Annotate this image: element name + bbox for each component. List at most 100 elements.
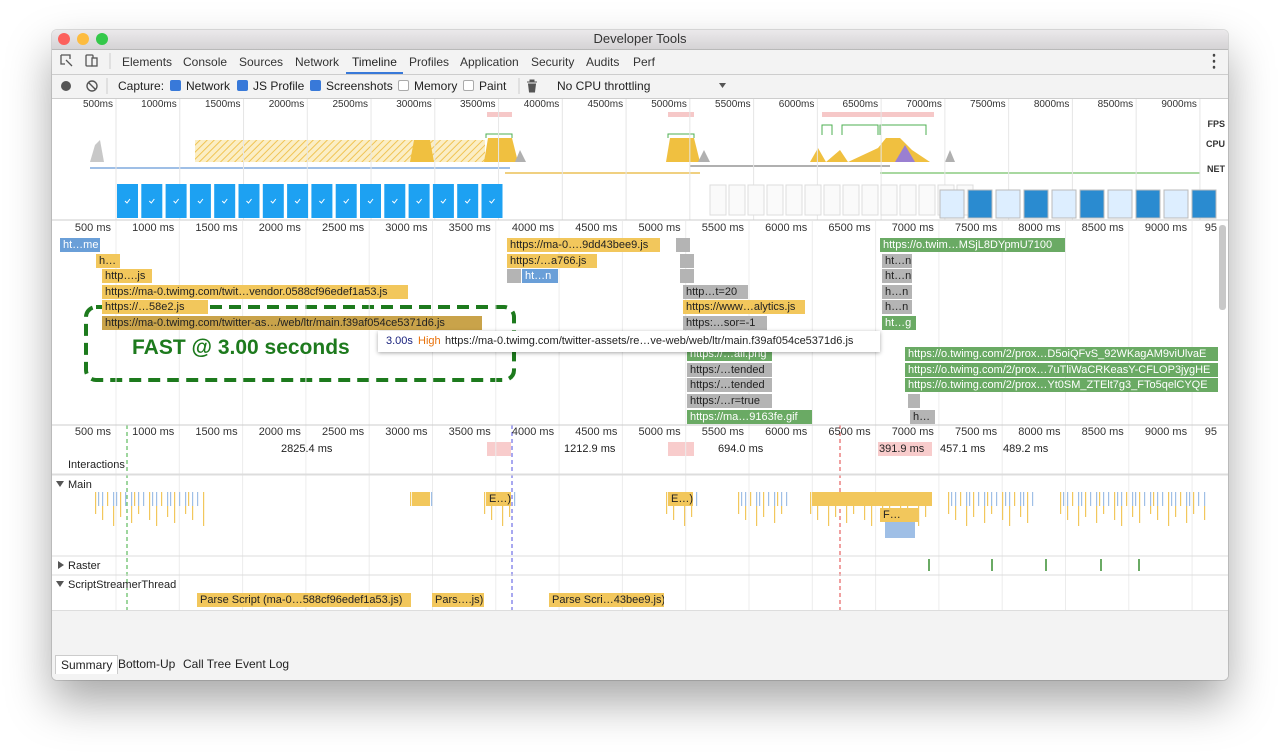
screenshot-thumb [709,184,727,216]
activity-tick [1103,506,1105,514]
request-bar[interactable]: https://ma-0….9dd43bee9.js [507,238,660,252]
request-bar[interactable]: https://ma…9163fe.gif [687,409,812,424]
expand-arrow[interactable] [56,581,64,587]
checkbox[interactable] [463,80,474,91]
track-name[interactable]: Main [68,479,92,491]
thread-block[interactable]: Pars….js) [432,593,484,607]
net-line [690,165,890,167]
expand-arrow[interactable] [58,561,64,569]
interactions-label: Interactions [68,459,125,471]
ruler-tick-label: 7000 ms [891,426,934,438]
activity-tick [1135,492,1137,506]
tab[interactable]: Sources [239,55,284,69]
checkbox-label[interactable]: Memory [414,79,458,93]
request-bar[interactable]: ht…g [882,316,916,330]
checkbox[interactable] [237,80,248,91]
thread-block[interactable]: Parse Scri…43bee9.js) [549,593,664,607]
activity-tick [738,506,740,514]
scrollbar[interactable] [1219,225,1226,310]
request-bar[interactable]: https:/…r=true [687,394,772,408]
interaction-block [487,442,511,456]
zoom-button[interactable] [96,33,108,45]
activity-tick [1063,492,1065,506]
request-bar[interactable]: https:/…tended [687,362,772,377]
request-bar[interactable]: https://…58e2.js [102,300,208,315]
checkbox-label[interactable]: Network [186,79,231,93]
request-bar[interactable]: h… [96,253,120,268]
activity-tick [987,492,989,506]
checkbox-label[interactable]: JS Profile [253,79,305,93]
request-bar[interactable]: https:…sor=-1 [683,316,767,330]
request-bar[interactable]: https://ma-0.twimg.com/twit…vendor.0588c… [102,284,408,299]
interaction-duration: 694.0 ms [718,443,764,455]
request-bar[interactable]: https://o.twim…MSjL8DYpmU7100 [880,238,1065,252]
request-bar[interactable]: https:/…a766.js [507,253,597,268]
dropdown-arrow[interactable] [719,83,726,88]
screenshot-thumb [1191,189,1217,219]
request-bar[interactable]: https://www…alytics.js [683,300,805,315]
tab[interactable]: Profiles [409,55,450,69]
request-bar[interactable]: ht…n [882,269,912,284]
activity-tick [756,506,758,526]
request-bar[interactable]: h…n [882,300,912,315]
request-bar[interactable]: ht…me [60,238,100,252]
request-bar[interactable]: https://o.twimg.com/2/prox…D5oiQFvS_92WK… [905,347,1218,362]
device-icon-2 [91,57,98,67]
request-bar[interactable]: ht…n [882,253,912,268]
request-bar[interactable]: http….js [102,269,152,284]
tab[interactable]: Audits [586,55,620,69]
bottom-tab[interactable]: Call Tree [183,657,232,671]
bottom-tab[interactable]: Bottom-Up [118,657,176,671]
ruler-tick-label: 2000 ms [258,222,301,234]
tab[interactable]: Console [183,55,228,69]
track-name[interactable]: ScriptStreamerThread [68,579,177,591]
overview-tick-label: 8500ms [1097,99,1134,110]
expand-arrow[interactable] [56,481,64,487]
activity-tick [925,506,927,517]
request-bar[interactable]: https://o.twimg.com/2/prox…7uTliWaCRKeas… [905,362,1218,377]
request-bar[interactable]: ht…n [522,269,558,284]
checkbox-label[interactable]: Screenshots [326,79,393,93]
overview-tick-label: 7000ms [906,99,942,110]
activity-tick [1078,506,1080,526]
bottom-tab[interactable]: Summary [55,655,119,674]
checkbox[interactable] [398,80,409,91]
request-bar[interactable]: https://ma-0.twimg.com/twitter-as…/web/l… [102,316,482,330]
activity-tick [1085,506,1087,517]
thread-block[interactable]: E…) [668,492,693,506]
ruler-tick-label: 5500 ms [701,426,744,438]
request-bar[interactable]: http…t=20 [683,284,748,299]
activity-tick [131,506,133,523]
clear-button[interactable] [86,80,98,92]
checkbox[interactable] [310,80,321,91]
request-bar[interactable]: https:/…tended [687,378,772,393]
checkbox[interactable] [170,80,181,91]
tab[interactable]: Timeline [352,55,397,69]
tab[interactable]: Elements [122,55,173,69]
thread-block[interactable]: F… [880,508,918,522]
tab[interactable]: Perf [633,55,656,69]
raster-tick [1045,559,1047,571]
throttling-select[interactable]: No CPU throttling [557,79,651,93]
request-bar[interactable]: h…n [882,284,912,299]
inspect-icon[interactable] [60,54,73,67]
thread-block[interactable]: Parse Script (ma-0…588cf96edef1a53.js) [197,593,411,607]
checkbox-label[interactable]: Paint [479,79,507,93]
close-button[interactable] [58,33,70,45]
activity-tick [1150,492,1152,506]
ruler-tick-label: 2500 ms [321,426,365,438]
activity-tick [1114,492,1116,506]
trash-icon[interactable] [527,79,537,93]
activity-tick [786,492,788,506]
track-name[interactable]: Raster [68,560,101,572]
tab[interactable]: Security [531,55,575,69]
request-bar[interactable]: https://o.twimg.com/2/prox…Yt0SM_ZTElt7g… [905,378,1218,393]
request-bar[interactable]: h… [910,409,935,424]
record-button[interactable] [61,81,71,91]
thread-block[interactable]: E…) [486,492,511,506]
minimize-button[interactable] [77,33,89,45]
tab[interactable]: Network [295,55,340,69]
ruler-tick-label: 95 [1204,222,1217,234]
bottom-tab[interactable]: Event Log [235,657,290,671]
tab[interactable]: Application [460,55,519,69]
